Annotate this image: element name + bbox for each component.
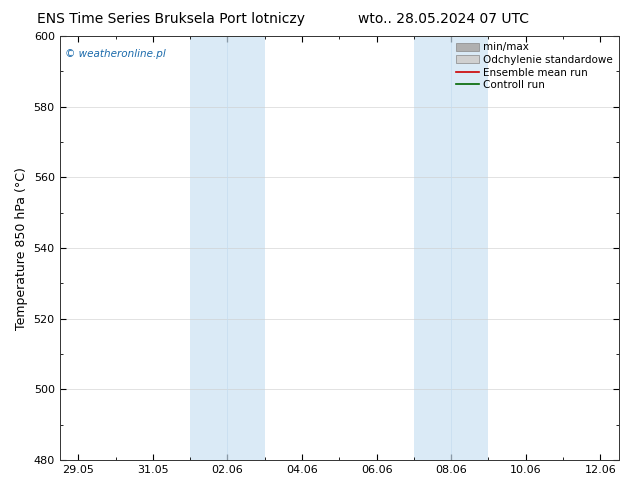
Text: wto.. 28.05.2024 07 UTC: wto.. 28.05.2024 07 UTC bbox=[358, 12, 529, 26]
Bar bbox=[451, 36, 488, 460]
Bar bbox=[414, 36, 451, 460]
Y-axis label: Temperature 850 hPa (°C): Temperature 850 hPa (°C) bbox=[15, 167, 28, 330]
Text: © weatheronline.pl: © weatheronline.pl bbox=[65, 49, 166, 59]
Bar bbox=[190, 36, 228, 460]
Bar bbox=[228, 36, 265, 460]
Text: ENS Time Series Bruksela Port lotniczy: ENS Time Series Bruksela Port lotniczy bbox=[37, 12, 305, 26]
Legend: min/max, Odchylenie standardowe, Ensemble mean run, Controll run: min/max, Odchylenie standardowe, Ensembl… bbox=[453, 39, 616, 93]
